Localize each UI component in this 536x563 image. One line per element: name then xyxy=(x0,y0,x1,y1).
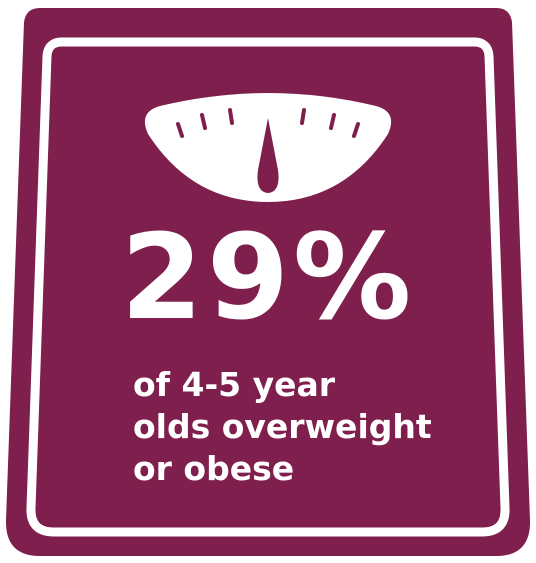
badge-background xyxy=(5,8,531,556)
stat-description: of 4-5 year olds overweight or obese xyxy=(133,364,432,490)
stat-description-line: of 4-5 year xyxy=(133,365,336,404)
weighing-scale-icon xyxy=(144,93,392,202)
stat-description-line: or obese xyxy=(133,449,295,488)
stat-description-line: olds overweight xyxy=(133,407,432,446)
scale-needle xyxy=(257,118,279,193)
badge-border xyxy=(26,37,510,537)
stat-value: 29% xyxy=(120,208,416,346)
scale-ticks xyxy=(176,108,360,138)
